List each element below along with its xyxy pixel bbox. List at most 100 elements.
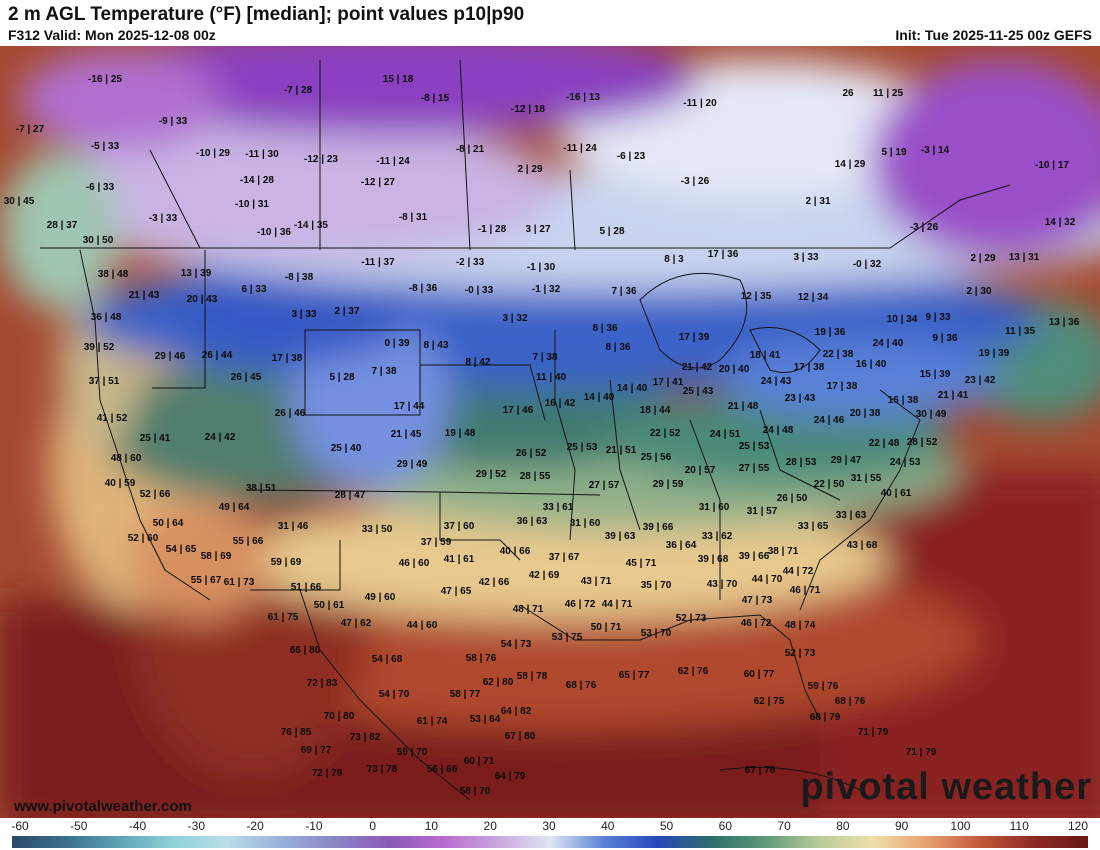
- point-value: 25 | 41: [140, 433, 171, 444]
- colorbar-tick: 100: [950, 819, 971, 833]
- point-value: 29 | 59: [653, 479, 684, 490]
- point-value: 21 | 43: [129, 290, 160, 301]
- point-value: 58 | 77: [450, 689, 481, 700]
- point-value: 23 | 42: [965, 375, 996, 386]
- point-value: -11 | 20: [683, 98, 717, 109]
- point-value: 25 | 43: [683, 386, 714, 397]
- state-line: [420, 364, 546, 421]
- state-line: [609, 379, 641, 531]
- colorbar-tick: -20: [246, 819, 264, 833]
- point-value: 30 | 50: [83, 235, 114, 246]
- point-value: -6 | 33: [86, 182, 115, 193]
- header: 2 m AGL Temperature (°F) [median]; point…: [0, 0, 1100, 46]
- point-value: 13 | 36: [1049, 317, 1080, 328]
- point-value: 53 | 70: [641, 628, 672, 639]
- point-value: 58 | 78: [517, 671, 548, 682]
- point-value: 29 | 46: [155, 351, 186, 362]
- point-value: 17 | 36: [708, 249, 739, 260]
- point-value: 49 | 64: [219, 502, 250, 513]
- point-value: 66 | 80: [290, 645, 321, 656]
- point-value: -12 | 18: [511, 104, 545, 115]
- point-value: 52 | 73: [676, 613, 707, 624]
- point-value: 61 | 75: [268, 612, 299, 623]
- point-value: 11 | 40: [536, 372, 566, 383]
- temperature-map[interactable]: -16 | 25 -7 | 28 15 | 18 -8 | 15 -12 | 18 -16…: [0, 46, 1100, 818]
- point-value: 40 | 59: [105, 478, 136, 489]
- point-value: 50 | 71: [591, 622, 622, 633]
- point-value: 58 | 69: [201, 551, 232, 562]
- point-value: 28 | 47: [335, 490, 366, 501]
- point-value: 43 | 70: [707, 579, 738, 590]
- point-value: 47 | 62: [341, 618, 372, 629]
- point-value: 39 | 63: [605, 531, 636, 542]
- point-value: 15 | 18: [383, 74, 414, 85]
- point-value: 17 | 46: [503, 405, 534, 416]
- point-value: 69 | 77: [301, 745, 332, 756]
- point-value: -3 | 14: [921, 145, 950, 156]
- point-value: 25 | 53: [739, 441, 770, 452]
- point-value: 42 | 66: [479, 577, 510, 588]
- point-value: 26: [842, 88, 854, 99]
- point-value: 8 | 43: [423, 340, 448, 351]
- point-value: 44 | 71: [602, 599, 633, 610]
- point-value: 29 | 47: [831, 455, 862, 466]
- point-value: 28 | 55: [520, 471, 551, 482]
- point-value: 67 | 76: [745, 765, 776, 776]
- pivotal-weather-logo: pivotal weather: [800, 766, 1092, 808]
- point-value: 49 | 60: [365, 592, 396, 603]
- point-value: 52 | 60: [128, 533, 159, 544]
- colorbar-tick: -30: [187, 819, 205, 833]
- state-line: [152, 250, 206, 389]
- point-value: -14 | 28: [240, 175, 274, 186]
- point-value: -0 | 32: [853, 259, 882, 270]
- point-value: 35 | 70: [641, 580, 672, 591]
- point-value: -2 | 33: [456, 257, 485, 268]
- point-value: 2 | 37: [334, 306, 359, 317]
- point-value: 19 | 48: [445, 428, 476, 439]
- point-value: 16 | 38: [888, 395, 919, 406]
- point-value: -10 | 29: [196, 148, 230, 159]
- point-value: 16 | 40: [856, 359, 887, 370]
- point-value: 24 | 53: [890, 457, 921, 468]
- point-value: 48 | 60: [111, 453, 142, 464]
- point-value: 58 | 76: [466, 653, 497, 664]
- point-value: -7 | 28: [284, 85, 313, 96]
- point-value: -1 | 28: [478, 224, 507, 235]
- point-value: 43 | 71: [581, 576, 612, 587]
- point-value: 36 | 48: [91, 312, 122, 323]
- point-value: 40 | 66: [500, 546, 531, 557]
- point-value: 73 | 78: [367, 764, 398, 775]
- point-value: 20 | 38: [850, 408, 881, 419]
- point-value: -8 | 38: [285, 272, 314, 283]
- point-value: 44 | 70: [752, 574, 783, 585]
- point-value: 8 | 36: [605, 342, 630, 353]
- point-value: 21 | 42: [682, 362, 713, 373]
- colorado-outline: [304, 329, 421, 416]
- point-value: 26 | 46: [275, 408, 306, 419]
- point-value: 26 | 44: [202, 350, 233, 361]
- pacific-coast: [79, 249, 211, 601]
- point-value: 24 | 40: [873, 338, 904, 349]
- colorbar-tick: 60: [718, 819, 733, 833]
- point-value: 39 | 52: [84, 342, 115, 353]
- point-value: 59 | 70: [397, 747, 428, 758]
- point-value: 17 | 38: [827, 381, 858, 392]
- init-time: Init: Tue 2025-11-25 00z GEFS: [895, 27, 1092, 43]
- point-value: 13 | 31: [1009, 252, 1040, 263]
- point-value: -8 | 36: [409, 283, 438, 294]
- point-value: 2 | 29: [517, 164, 542, 175]
- colorbar-tick: -10: [305, 819, 323, 833]
- colorbar: -60 -50 -40 -30 -20 -10 0 10 20 30 40 50 60 70 80 90 100…: [0, 818, 1100, 850]
- point-value: 52 | 73: [785, 648, 816, 659]
- point-value: -3 | 26: [681, 176, 710, 187]
- state-line: [759, 409, 841, 501]
- point-value: 17 | 41: [653, 377, 684, 388]
- cuba-outline: [719, 767, 861, 791]
- point-value: 3 | 32: [502, 313, 527, 324]
- point-value: 8 | 36: [592, 323, 617, 334]
- point-value: 68 | 76: [835, 696, 866, 707]
- colorbar-tick: 40: [601, 819, 615, 833]
- point-value: 44 | 72: [783, 566, 814, 577]
- colorbar-strip: [12, 836, 1088, 848]
- point-value: 59 | 69: [271, 557, 302, 568]
